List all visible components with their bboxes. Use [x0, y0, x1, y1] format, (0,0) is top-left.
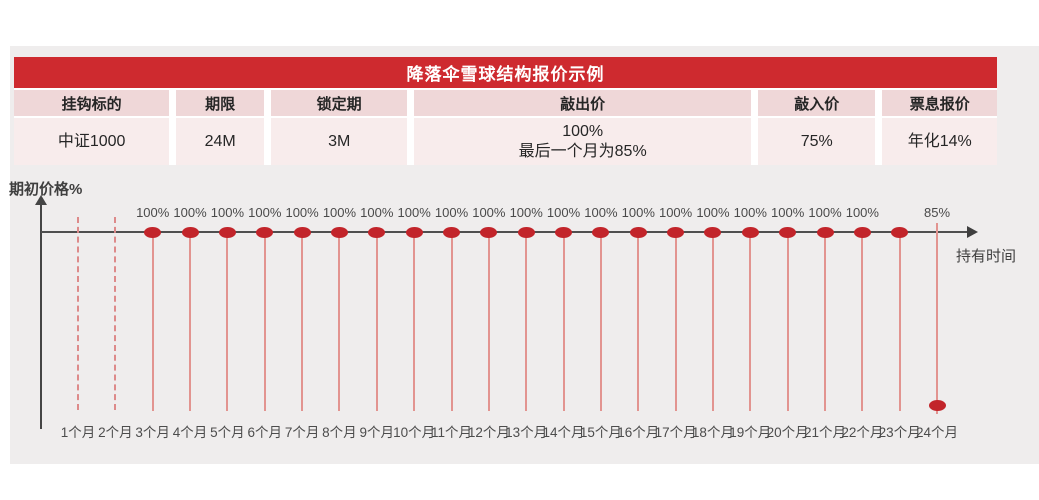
header-cell-5: 票息报价 — [882, 90, 997, 116]
value-cell-2: 3M — [270, 118, 408, 165]
header-cell-3: 敲出价 — [414, 90, 751, 116]
value-cell-3: 100% 最后一个月为85% — [414, 118, 751, 165]
value-cell-0: 中证1000 — [14, 118, 170, 165]
table-title: 降落伞雪球结构报价示例 — [14, 57, 997, 88]
header-cell-4: 敲入价 — [757, 90, 876, 116]
value-cell-4: 75% — [757, 118, 876, 165]
header-cell-2: 锁定期 — [270, 90, 408, 116]
table-value-row: 中证1000 24M 3M 100% 最后一个月为85% 75% 年化14% — [14, 118, 997, 165]
value-cell-1: 24M — [176, 118, 264, 165]
value-cell-5: 年化14% — [882, 118, 997, 165]
quote-table: 降落伞雪球结构报价示例 挂钩标的 期限 锁定期 敲出价 敲入价 票息报价 中证1000 24… — [14, 57, 997, 165]
header-cell-0: 挂钩标的 — [14, 90, 170, 116]
table-header-row: 挂钩标的 期限 锁定期 敲出价 敲入价 票息报价 — [14, 90, 997, 116]
header-cell-1: 期限 — [176, 90, 264, 116]
